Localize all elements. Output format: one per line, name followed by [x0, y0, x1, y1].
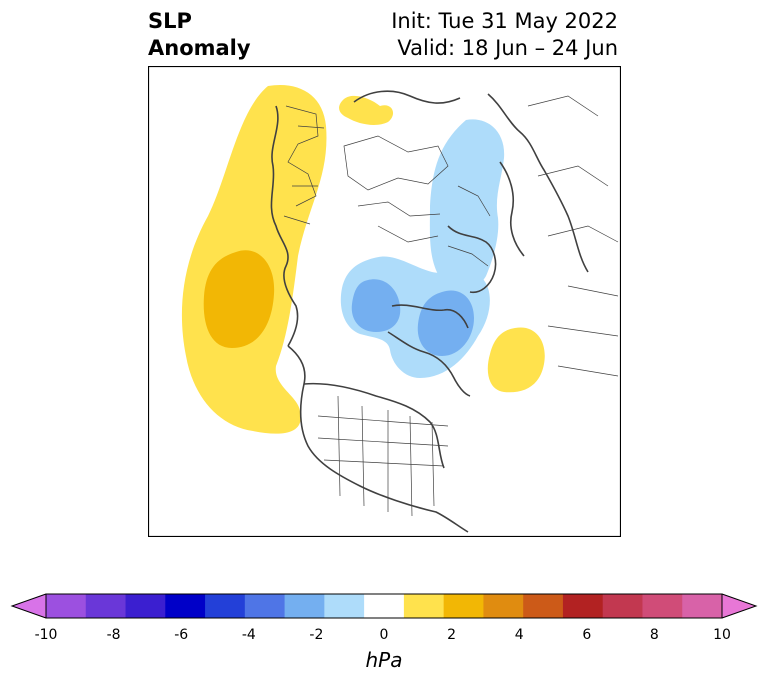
colorbar-segment: [46, 594, 87, 618]
positive-anomaly-core: [203, 250, 275, 348]
colorbar-segment: [364, 594, 405, 618]
colorbar-segment: [125, 594, 166, 618]
colorbar-segment: [682, 594, 723, 618]
slp-anomaly-map: [148, 66, 621, 537]
title-line-2: Anomaly: [148, 36, 251, 60]
map-frame: [148, 66, 621, 537]
political-borders: [283, 95, 619, 517]
colorbar-segment: [244, 594, 286, 618]
title-line-1: SLP: [148, 9, 192, 33]
colorbar-segment: [85, 594, 127, 618]
valid-range: Valid: 18 Jun – 24 Jun: [397, 36, 618, 60]
colorbar-left-extension: [12, 594, 46, 618]
positive-anomaly-atlantic: [487, 327, 545, 393]
colorbar: [10, 593, 758, 619]
colorbar-segments: [12, 594, 756, 618]
colorbar-segment: [523, 594, 564, 618]
negative-anomaly-europe: [429, 119, 505, 290]
colorbar-tick-label: -4: [241, 627, 256, 643]
colorbar-tick-label: -8: [106, 627, 121, 643]
init-date: Init: Tue 31 May 2022: [391, 9, 618, 33]
colorbar-right-extension: [722, 594, 756, 618]
colorbar-segment: [165, 594, 206, 618]
colorbar-segment: [642, 594, 683, 618]
colorbar-tick-label: -6: [174, 627, 189, 643]
colorbar-segment: [205, 594, 246, 618]
negative-anomaly-core-west: [351, 279, 401, 332]
colorbar-segment: [443, 594, 484, 618]
colorbar-segment: [284, 594, 325, 618]
map-dates: Init: Tue 31 May 2022 Valid: 18 Jun – 24…: [391, 8, 618, 62]
colorbar-right-extension-outline: [721, 593, 758, 619]
colorbar-tick-label: 6: [582, 627, 592, 643]
colorbar-tick-label: 0: [379, 627, 389, 643]
colorbar-segment: [324, 594, 365, 618]
colorbar-tick-label: 10: [713, 627, 731, 643]
colorbar-frame: [45, 593, 723, 619]
map-title: SLP Anomaly: [148, 8, 251, 62]
negative-anomaly-core-east: [417, 290, 474, 356]
coastlines: [270, 90, 589, 533]
colorbar-unit-label: hPa: [365, 648, 403, 672]
colorbar-segment: [562, 594, 604, 618]
colorbar-tick-label: 8: [649, 627, 659, 643]
colorbar-tick-label: 4: [514, 627, 524, 643]
colorbar-tick-label: 2: [447, 627, 457, 643]
colorbar-segment: [403, 594, 445, 618]
positive-anomaly-siberia: [339, 95, 394, 125]
colorbar-segment: [483, 594, 524, 618]
colorbar-left-extension-outline: [10, 593, 47, 619]
colorbar-segment: [602, 594, 643, 618]
colorbar-tick-label: -10: [34, 627, 58, 643]
colorbar-tick-label: -2: [309, 627, 324, 643]
